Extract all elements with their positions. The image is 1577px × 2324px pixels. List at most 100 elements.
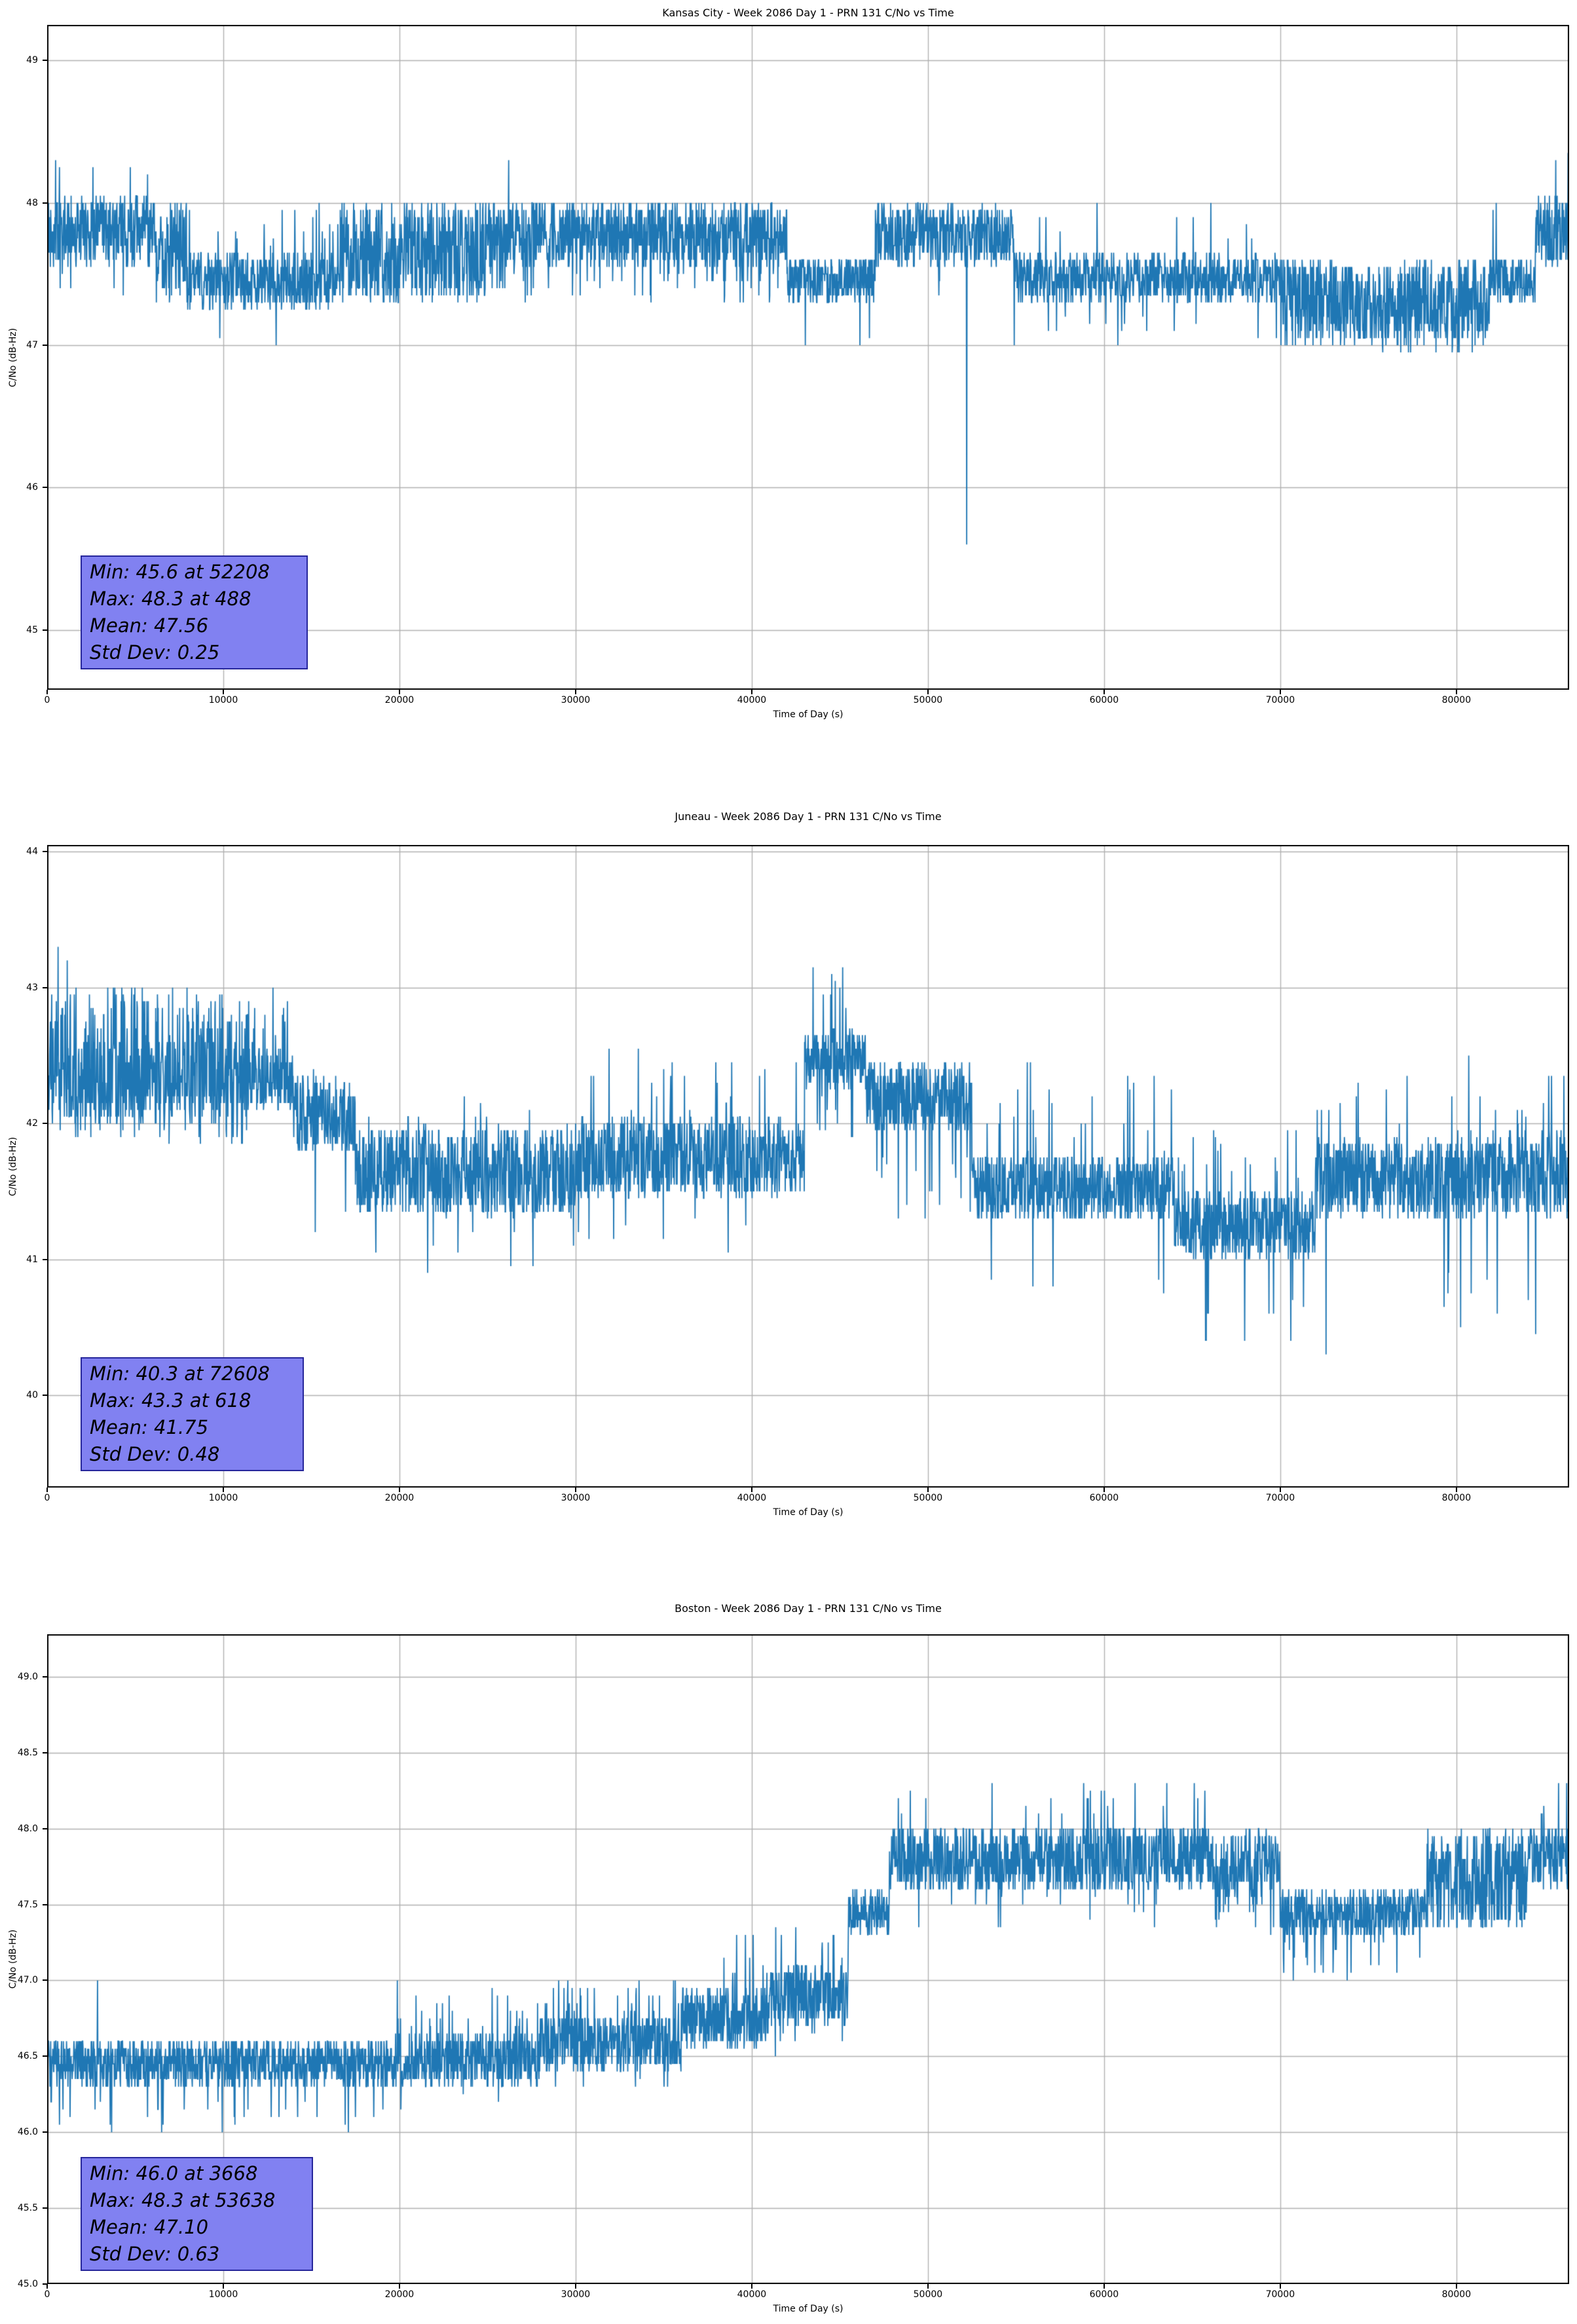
stats-stddev: Std Dev: 0.63	[90, 2243, 220, 2265]
x-tick-label: 70000	[1265, 1493, 1295, 1503]
x-tick-label: 70000	[1265, 2289, 1295, 2300]
y-tick-mark	[43, 60, 47, 62]
x-tick-mark	[46, 690, 48, 694]
y-axis-label: C/No (dB-Hz)	[8, 1136, 18, 1196]
x-tick-mark	[1279, 1488, 1281, 1492]
y-tick-label: 43	[26, 982, 38, 993]
stats-min: Min: 40.3 at 72608	[90, 1362, 270, 1385]
y-tick-label: 46.5	[17, 2051, 38, 2062]
stats-mean: Mean: 41.75	[90, 1416, 209, 1438]
x-axis-label: Time of Day (s)	[773, 709, 844, 720]
x-tick-label: 50000	[913, 695, 943, 705]
y-tick-label: 49	[26, 55, 38, 66]
y-tick-mark	[43, 2055, 47, 2057]
x-tick-label: 0	[44, 2289, 50, 2300]
y-tick-mark	[43, 487, 47, 489]
stats-max: Max: 48.3 at 53638	[90, 2189, 276, 2211]
y-tick-mark	[43, 1123, 47, 1125]
x-tick-label: 80000	[1441, 1493, 1472, 1503]
x-tick-mark	[222, 1488, 224, 1492]
stats-min: Min: 46.0 at 3668	[90, 2162, 258, 2184]
y-tick-mark	[43, 1676, 47, 1677]
x-axis-label: Time of Day (s)	[773, 2304, 844, 2314]
x-tick-label: 50000	[913, 2289, 943, 2300]
y-tick-mark	[43, 1903, 47, 1905]
y-tick-mark	[43, 1979, 47, 1981]
x-tick-label: 40000	[737, 695, 767, 705]
y-axis-label: C/No (dB-Hz)	[8, 328, 18, 387]
y-tick-mark	[43, 2207, 47, 2209]
x-tick-mark	[1103, 690, 1105, 694]
y-tick-label: 46.0	[17, 2127, 38, 2138]
x-tick-mark	[751, 690, 752, 694]
y-tick-label: 45.5	[17, 2203, 38, 2214]
y-tick-mark	[43, 345, 47, 347]
y-tick-mark	[43, 2131, 47, 2133]
stats-min: Min: 45.6 at 52208	[90, 561, 270, 583]
y-tick-label: 47.5	[17, 1899, 38, 1910]
y-tick-mark	[43, 1827, 47, 1829]
y-tick-label: 45.0	[17, 2279, 38, 2289]
y-tick-label: 48.5	[17, 1747, 38, 1758]
y-tick-label: 49.0	[17, 1671, 38, 1682]
y-tick-label: 45	[26, 624, 38, 635]
x-tick-label: 10000	[208, 695, 238, 705]
x-tick-mark	[222, 690, 224, 694]
y-tick-mark	[43, 986, 47, 988]
x-tick-mark	[398, 2284, 400, 2289]
y-tick-mark	[43, 851, 47, 853]
y-tick-label: 46	[26, 482, 38, 493]
x-tick-mark	[1103, 1488, 1105, 1492]
x-tick-label: 50000	[913, 1493, 943, 1503]
x-tick-mark	[1455, 690, 1457, 694]
x-tick-label: 40000	[737, 2289, 767, 2300]
x-tick-label: 30000	[561, 1493, 591, 1503]
x-tick-mark	[927, 1488, 929, 1492]
x-tick-mark	[398, 1488, 400, 1492]
stats-mean: Mean: 47.10	[90, 2216, 209, 2238]
x-tick-mark	[222, 2284, 224, 2289]
stats-max: Max: 48.3 at 488	[90, 588, 251, 610]
chart-title: Boston - Week 2086 Day 1 - PRN 131 C/No …	[675, 1602, 942, 1615]
stats-annotation: Min: 40.3 at 72608 Max: 43.3 at 618 Mean…	[81, 1357, 304, 1471]
x-axis-label: Time of Day (s)	[773, 1507, 844, 1518]
x-tick-mark	[574, 2284, 576, 2289]
y-tick-label: 40	[26, 1389, 38, 1400]
x-tick-label: 60000	[1089, 695, 1119, 705]
x-tick-mark	[751, 1488, 752, 1492]
x-tick-label: 60000	[1089, 2289, 1119, 2300]
x-tick-label: 20000	[384, 2289, 415, 2300]
y-tick-label: 48.0	[17, 1823, 38, 1834]
y-tick-label: 42	[26, 1118, 38, 1129]
x-tick-mark	[46, 2284, 48, 2289]
chart-title: Juneau - Week 2086 Day 1 - PRN 131 C/No …	[675, 810, 942, 823]
x-tick-mark	[1279, 690, 1281, 694]
x-tick-label: 0	[44, 1493, 50, 1503]
x-tick-label: 30000	[561, 2289, 591, 2300]
x-tick-label: 10000	[208, 2289, 238, 2300]
x-tick-mark	[1455, 1488, 1457, 1492]
x-tick-mark	[927, 2284, 929, 2289]
stats-stddev: Std Dev: 0.48	[90, 1443, 220, 1465]
y-tick-label: 41	[26, 1254, 38, 1265]
y-tick-label: 44	[26, 846, 38, 857]
x-tick-mark	[1103, 2284, 1105, 2289]
y-tick-mark	[43, 2283, 47, 2285]
x-tick-mark	[751, 2284, 752, 2289]
stats-stddev: Std Dev: 0.25	[90, 641, 220, 664]
stats-annotation: Min: 45.6 at 52208 Max: 48.3 at 488 Mean…	[81, 555, 308, 669]
x-tick-mark	[574, 690, 576, 694]
y-tick-mark	[43, 1258, 47, 1260]
x-tick-label: 40000	[737, 1493, 767, 1503]
x-tick-mark	[574, 1488, 576, 1492]
x-tick-label: 30000	[561, 695, 591, 705]
chart-title: Kansas City - Week 2086 Day 1 - PRN 131 …	[662, 7, 954, 19]
stats-annotation: Min: 46.0 at 3668 Max: 48.3 at 53638 Mea…	[81, 2157, 313, 2271]
y-tick-mark	[43, 629, 47, 631]
x-tick-mark	[46, 1488, 48, 1492]
stats-mean: Mean: 47.56	[90, 614, 209, 637]
y-tick-mark	[43, 1752, 47, 1753]
y-tick-mark	[43, 1394, 47, 1396]
x-tick-label: 0	[44, 695, 50, 705]
x-tick-label: 20000	[384, 1493, 415, 1503]
